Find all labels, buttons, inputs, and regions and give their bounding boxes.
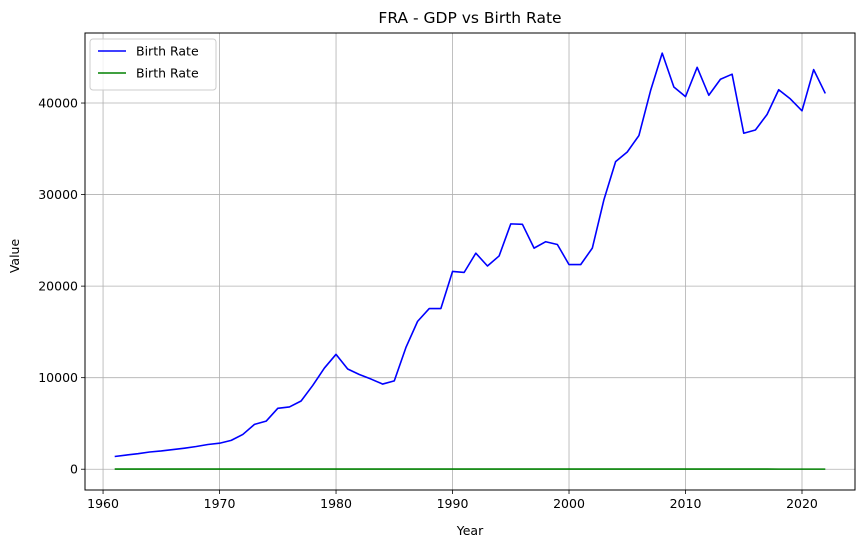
x-tick-label: 1980 (320, 496, 352, 511)
legend-label-series-2: Birth Rate (136, 66, 199, 81)
chart-title: FRA - GDP vs Birth Rate (378, 9, 561, 27)
y-tick-label: 0 (70, 462, 78, 477)
y-tick-label: 40000 (38, 96, 78, 111)
y-tick-label: 30000 (38, 187, 78, 202)
legend: Birth Rate Birth Rate (89, 38, 217, 91)
x-tick-label: 2010 (670, 496, 702, 511)
legend-label-series-1: Birth Rate (136, 44, 199, 59)
series-layer (114, 52, 827, 470)
x-axis-label: Year (456, 523, 484, 538)
ticks: 1960 1970 1980 1990 2000 2010 2020 0 10000 20000 3… (38, 96, 818, 511)
x-tick-label: 1970 (204, 496, 236, 511)
x-tick-label: 2020 (786, 496, 818, 511)
series-line-1 (114, 52, 827, 458)
plot-frame (84, 32, 856, 491)
y-tick-label: 20000 (38, 279, 78, 294)
x-tick-label: 1990 (437, 496, 469, 511)
y-tick-label: 10000 (38, 370, 78, 385)
x-tick-label: 2000 (553, 496, 585, 511)
x-tick-label: 1960 (87, 496, 119, 511)
y-axis-label: Value (7, 239, 22, 274)
